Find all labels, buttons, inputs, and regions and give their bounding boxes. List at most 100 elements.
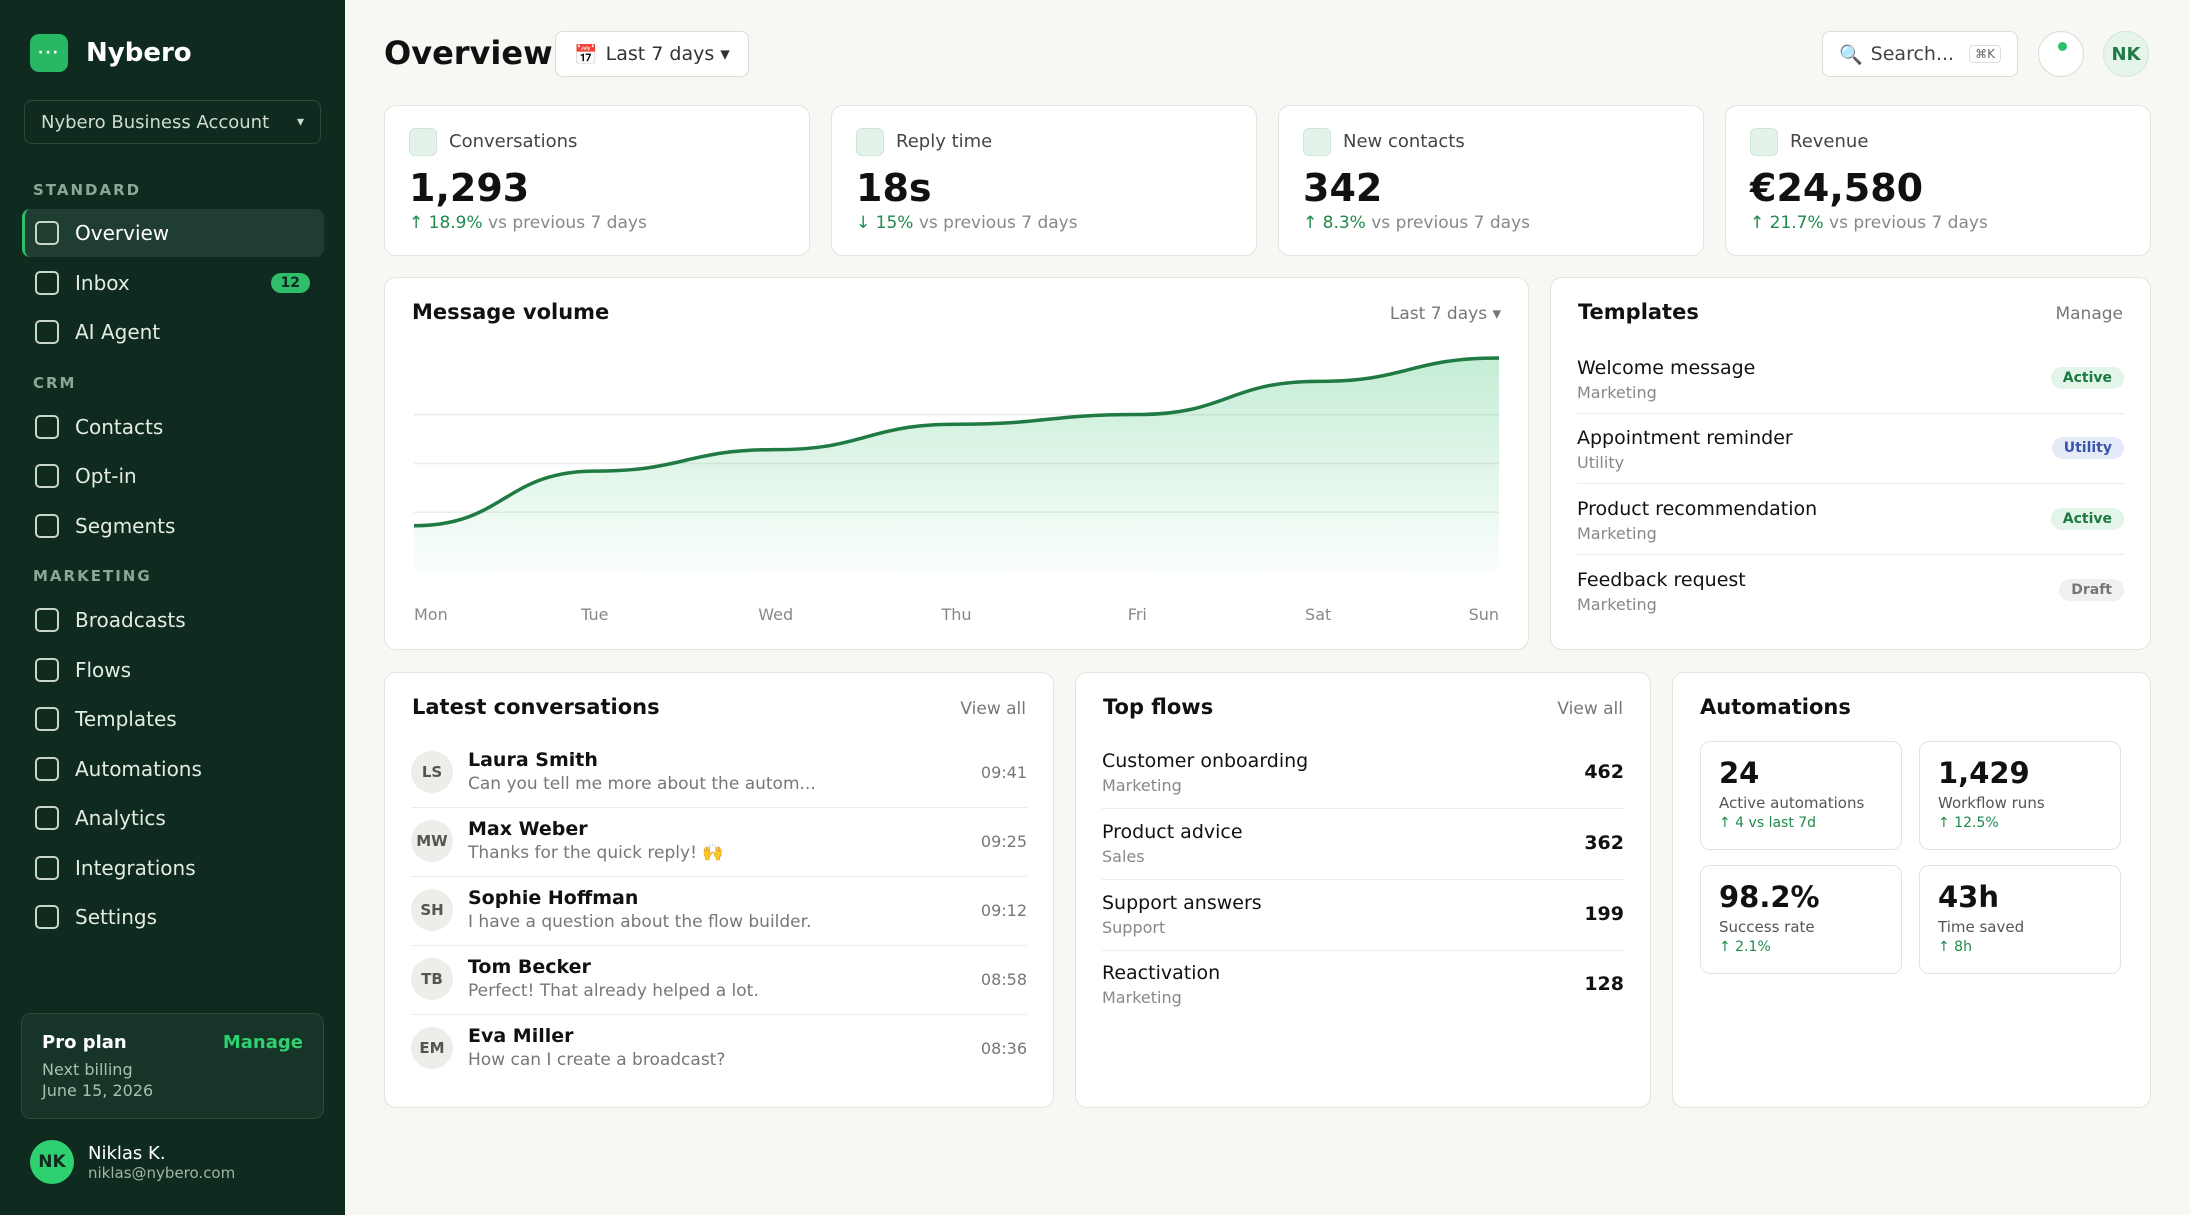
sidebar-item-integrations[interactable]: Integrations — [22, 844, 324, 892]
template-category: Marketing — [1577, 383, 1657, 402]
conversation-row[interactable]: LS Laura Smith Can you tell me more abou… — [411, 739, 1027, 808]
notification-button[interactable] — [2038, 31, 2084, 77]
sidebar-item-templates[interactable]: Templates — [22, 695, 324, 743]
conversation-row[interactable]: SH Sophie Hoffman I have a question abou… — [411, 877, 1027, 946]
flow-count: 199 — [1584, 903, 1624, 925]
status-badge: Draft — [2059, 579, 2124, 601]
plan-manage-link[interactable]: Manage — [222, 1032, 303, 1053]
stat-label: Active automations — [1719, 794, 1865, 812]
flow-row[interactable]: Customer onboarding Marketing 462 — [1102, 739, 1624, 809]
kpi-card-new-contacts[interactable]: New contacts 342 ↑ 8.3% vs previous 7 da… — [1278, 105, 1704, 256]
conversation-message: How can I create a broadcast? — [468, 1050, 726, 1070]
template-row[interactable]: Feedback request Marketing Draft — [1577, 556, 2124, 626]
brand[interactable]: ··· Nybero — [30, 34, 192, 72]
conversation-row[interactable]: MW Max Weber Thanks for the quick reply!… — [411, 808, 1027, 877]
conversation-row[interactable]: EM Eva Miller How can I create a broadca… — [411, 1015, 1027, 1084]
automation-stat[interactable]: 43h Time saved ↑ 8h — [1919, 865, 2121, 974]
search-shortcut: ⌘K — [1969, 45, 2001, 63]
flow-row[interactable]: Product advice Sales 362 — [1102, 810, 1624, 880]
manage-templates-link[interactable]: Manage — [2055, 304, 2123, 324]
view-all-flows-link[interactable]: View all — [1557, 699, 1623, 719]
sidebar-item-label: Analytics — [75, 806, 166, 830]
view-all-conversations-link[interactable]: View all — [960, 699, 1026, 719]
search-icon: 🔍 — [1839, 43, 1863, 66]
x-axis-tick-label: Sat — [1305, 605, 1331, 624]
x-axis-tick-label: Wed — [758, 605, 793, 624]
plan-billing-date: June 15, 2026 — [42, 1081, 154, 1100]
flow-category: Marketing — [1102, 988, 1182, 1007]
sidebar-item-label: Broadcasts — [75, 608, 186, 632]
sidebar-item-ai-agent[interactable]: AI Agent — [22, 308, 324, 356]
conversation-name: Tom Becker — [468, 956, 591, 978]
sidebar-item-opt-in[interactable]: Opt-in — [22, 452, 324, 500]
sidebar-item-contacts[interactable]: Contacts — [22, 403, 324, 451]
kpi-delta-suffix: vs previous 7 days — [1365, 213, 1530, 233]
template-name: Product recommendation — [1577, 498, 1818, 520]
automations-card: Automations 24 Active automations ↑ 4 vs… — [1672, 672, 2151, 1108]
flow-count: 362 — [1584, 832, 1624, 854]
kpi-delta: ↑ 8.3% vs previous 7 days — [1303, 213, 1530, 233]
flow-row[interactable]: Support answers Support 199 — [1102, 881, 1624, 951]
range-select[interactable]: Last 7 days ▾ — [1389, 304, 1501, 324]
search-placeholder: Search... — [1870, 43, 1955, 65]
flow-row[interactable]: Reactivation Marketing 128 — [1102, 951, 1624, 1021]
flow-category: Marketing — [1102, 776, 1182, 795]
sidebar-item-automations[interactable]: Automations — [22, 745, 324, 793]
sidebar-item-label: Segments — [75, 514, 176, 538]
kpi-value: 18s — [856, 166, 932, 210]
sidebar-item-flows[interactable]: Flows — [22, 646, 324, 694]
message-volume-card: Message volume Last 7 days ▾ Mon Tue Wed Th… — [384, 277, 1529, 650]
ai-agent-icon — [35, 320, 59, 344]
avatar[interactable]: NK — [2103, 31, 2149, 77]
kpi-card-revenue[interactable]: Revenue €24,580 ↑ 21.7% vs previous 7 da… — [1725, 105, 2151, 256]
stat-value: 1,429 — [1938, 756, 2030, 790]
date-range-select[interactable]: 📅 Last 7 days ▾ — [555, 31, 749, 77]
stat-delta: ↑ 12.5% — [1938, 815, 1999, 831]
templates-icon — [35, 707, 59, 731]
message-volume-chart: Mon Tue Wed Thu Fri Sat Sun — [413, 356, 1500, 624]
kpi-card-reply-time[interactable]: Reply time 18s ↓ 15% vs previous 7 days — [831, 105, 1257, 256]
automation-stat[interactable]: 98.2% Success rate ↑ 2.1% — [1700, 865, 1902, 974]
x-axis-tick-label: Sun — [1469, 605, 1499, 624]
stat-label: Success rate — [1719, 918, 1815, 936]
kpi-delta-value: ↑ 21.7% — [1750, 213, 1824, 233]
user-profile[interactable]: NK Niklas K. niklas@nybero.com — [30, 1140, 235, 1184]
kpi-card-conversations[interactable]: Conversations 1,293 ↑ 18.9% vs previous … — [384, 105, 810, 256]
stat-delta: ↑ 4 vs last 7d — [1719, 815, 1817, 831]
automation-stat[interactable]: 1,429 Workflow runs ↑ 12.5% — [1919, 741, 2121, 850]
date-range-label: Last 7 days ▾ — [605, 43, 730, 65]
brand-name: Nybero — [86, 38, 192, 68]
status-badge: Active — [2050, 367, 2124, 389]
kpi-value: 342 — [1303, 166, 1383, 210]
sidebar-item-overview[interactable]: Overview — [22, 209, 324, 257]
template-row[interactable]: Product recommendation Marketing Active — [1577, 485, 2124, 555]
sidebar-item-label: Contacts — [75, 415, 164, 439]
sidebar-item-settings[interactable]: Settings — [22, 893, 324, 941]
sidebar-item-inbox[interactable]: Inbox 12 — [22, 259, 324, 307]
sidebar-item-label: Opt-in — [75, 464, 137, 488]
sidebar-item-broadcasts[interactable]: Broadcasts — [22, 596, 324, 644]
automation-stat[interactable]: 24 Active automations ↑ 4 vs last 7d — [1700, 741, 1902, 850]
flow-count: 462 — [1584, 761, 1624, 783]
inbox-icon — [35, 271, 59, 295]
sidebar-item-label: Templates — [75, 707, 177, 731]
account-select[interactable]: Nybero Business Account ▾ — [24, 100, 321, 144]
template-row[interactable]: Welcome message Marketing Active — [1577, 344, 2124, 414]
sidebar-item-label: Integrations — [75, 856, 196, 880]
chart-line — [413, 356, 1500, 528]
kpi-value: 1,293 — [409, 166, 530, 210]
sidebar-item-label: Overview — [75, 221, 170, 245]
template-category: Utility — [1577, 453, 1625, 472]
kpi-label: Revenue — [1790, 131, 1869, 152]
sidebar-item-segments[interactable]: Segments — [22, 502, 324, 550]
kpi-delta-suffix: vs previous 7 days — [913, 213, 1078, 233]
template-row[interactable]: Appointment reminder Utility Utility — [1577, 414, 2124, 484]
conversation-row[interactable]: TB Tom Becker Perfect! That already help… — [411, 946, 1027, 1015]
template-category: Marketing — [1577, 595, 1657, 614]
sidebar-item-label: Inbox — [75, 271, 130, 295]
conversation-time: 08:58 — [980, 970, 1027, 989]
conversation-name: Laura Smith — [468, 749, 598, 771]
sidebar-item-analytics[interactable]: Analytics — [22, 794, 324, 842]
status-badge: Active — [2050, 508, 2124, 530]
search-input[interactable]: 🔍 Search... ⌘K — [1822, 31, 2018, 77]
